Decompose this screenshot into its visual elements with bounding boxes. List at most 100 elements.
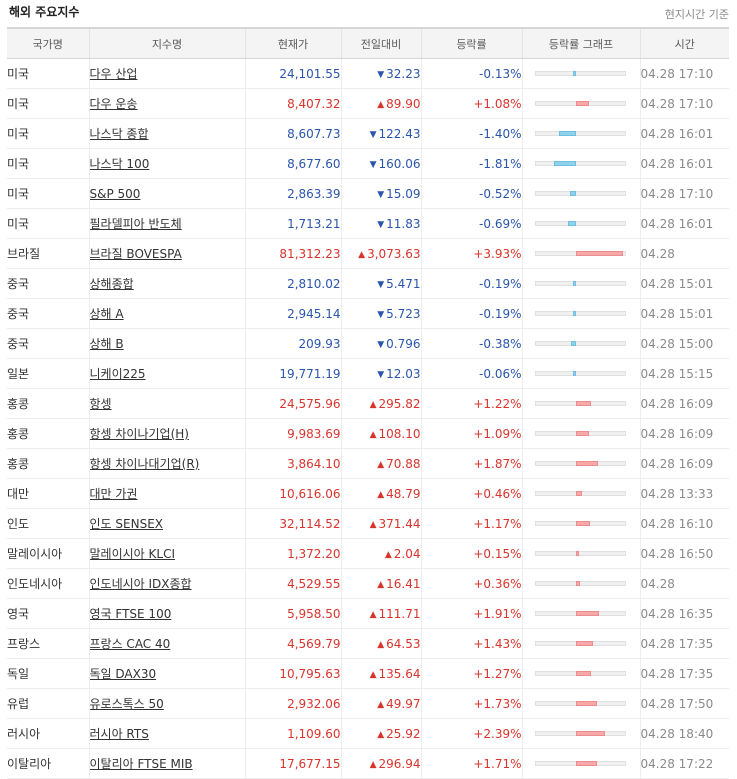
rate-graph-cell (522, 508, 641, 539)
price-cell: 1,713.21 (245, 208, 342, 239)
rate-cell: -0.13% (421, 58, 523, 89)
time-cell: 04.28 (640, 568, 729, 599)
table-row: 인도 인도 SENSEX 32,114.52 ▲ 371.44 +1.17% 04.28 1… (7, 508, 729, 539)
col-header-time: 시간 (640, 27, 729, 59)
rate-graph-cell (522, 118, 641, 149)
rate-graph-bar (575, 551, 579, 556)
index-link[interactable]: 러시아 RTS (89, 727, 149, 741)
up-arrow-icon: ▲ (369, 429, 377, 440)
price-cell: 8,607.73 (245, 118, 342, 149)
index-link[interactable]: 인도 SENSEX (89, 517, 164, 531)
index-link[interactable]: 영국 FTSE 100 (89, 607, 172, 621)
time-cell: 04.28 16:09 (640, 388, 729, 419)
rate-cell: -0.19% (421, 268, 523, 299)
index-name-cell: 브라질 BOVESPA (89, 238, 246, 269)
country-cell: 홍콩 (7, 418, 90, 449)
rate-graph-cell (522, 448, 641, 479)
rate-cell: +1.71% (421, 748, 523, 779)
change-cell: ▼ 122.43 (341, 118, 422, 149)
price-cell: 9,983.69 (245, 418, 342, 449)
price-cell: 2,932.06 (245, 688, 342, 719)
index-link[interactable]: 대만 가권 (89, 487, 138, 501)
country-cell: 영국 (7, 598, 90, 629)
time-cell: 04.28 17:10 (640, 58, 729, 89)
rate-graph-bar (575, 581, 580, 586)
index-link[interactable]: 상해종합 (89, 277, 134, 291)
change-value: 48.79 (386, 486, 421, 501)
index-link[interactable]: 말레이시아 KLCI (89, 547, 176, 561)
index-link[interactable]: 브라질 BOVESPA (89, 247, 182, 261)
country-cell: 대만 (7, 478, 90, 509)
index-link[interactable]: 상해 B (89, 337, 124, 351)
country-cell: 프랑스 (7, 628, 90, 659)
index-link[interactable]: 상해 A (89, 307, 124, 321)
index-link[interactable]: 항셍 차이나기업(H) (89, 427, 189, 441)
change-cell: ▲ 49.97 (341, 688, 422, 719)
up-arrow-icon: ▲ (384, 549, 392, 560)
change-cell: ▲ 2.04 (341, 538, 422, 569)
change-value: 108.10 (378, 426, 421, 441)
table-row: 일본 니케이225 19,771.19 ▼ 12.03 -0.06% 04.28 15:15 (7, 358, 729, 389)
index-link[interactable]: 다우 산업 (89, 67, 138, 81)
change-value: 122.43 (378, 126, 421, 141)
index-name-cell: 상해종합 (89, 268, 246, 299)
change-value: 16.41 (386, 576, 421, 591)
price-cell: 24,101.55 (245, 58, 342, 89)
price-cell: 10,795.63 (245, 658, 342, 689)
rate-cell: +1.43% (421, 628, 523, 659)
rate-graph-track (534, 341, 626, 346)
rate-cell: -1.81% (421, 148, 523, 179)
table-row: 미국 나스닥 종합 8,607.73 ▼ 122.43 -1.40% 04.28 16:01 (7, 118, 729, 149)
table-row: 홍콩 항셍 24,575.96 ▲ 295.82 +1.22% 04.28 16:09 (7, 388, 729, 419)
index-link[interactable]: 항셍 차이나대기업(R) (89, 457, 200, 471)
up-arrow-icon: ▲ (358, 249, 366, 260)
index-name-cell: 독일 DAX30 (89, 658, 246, 689)
rate-cell: -0.52% (421, 178, 523, 209)
country-cell: 홍콩 (7, 388, 90, 419)
rate-graph-cell (522, 328, 641, 359)
table-row: 독일 독일 DAX30 10,795.63 ▲ 135.64 +1.27% 04.28 17… (7, 658, 729, 689)
change-cell: ▼ 32.23 (341, 58, 422, 89)
country-cell: 일본 (7, 358, 90, 389)
change-cell: ▲ 64.53 (341, 628, 422, 659)
change-cell: ▲ 48.79 (341, 478, 422, 509)
country-cell: 중국 (7, 328, 90, 359)
index-link[interactable]: 인도네시아 IDX종합 (89, 577, 192, 591)
change-cell: ▲ 295.82 (341, 388, 422, 419)
index-name-cell: 항셍 차이나기업(H) (89, 418, 246, 449)
price-cell: 10,616.06 (245, 478, 342, 509)
index-name-cell: 항셍 (89, 388, 246, 419)
index-link[interactable]: 필라델피아 반도체 (89, 217, 182, 231)
change-value: 25.92 (386, 726, 421, 741)
index-link[interactable]: 나스닥 종합 (89, 127, 149, 141)
index-link[interactable]: 다우 운송 (89, 97, 138, 111)
index-link[interactable]: 니케이225 (89, 367, 146, 381)
change-value: 160.06 (378, 156, 421, 171)
change-cell: ▲ 16.41 (341, 568, 422, 599)
rate-graph-cell (522, 358, 641, 389)
table-row: 미국 다우 운송 8,407.32 ▲ 89.90 +1.08% 04.28 17:10 (7, 88, 729, 119)
index-link[interactable]: 프랑스 CAC 40 (89, 637, 171, 651)
rate-graph-track (534, 71, 626, 76)
index-name-cell: 유로스톡스 50 (89, 688, 246, 719)
index-link[interactable]: 이탈리아 FTSE MIB (89, 757, 193, 771)
rate-graph-bar (553, 161, 576, 166)
rate-graph-cell (522, 688, 641, 719)
country-cell: 브라질 (7, 238, 90, 269)
change-cell: ▲ 89.90 (341, 88, 422, 119)
index-name-cell: 니케이225 (89, 358, 246, 389)
index-name-cell: 나스닥 100 (89, 148, 246, 179)
index-link[interactable]: S&P 500 (89, 186, 141, 201)
change-cell: ▼ 160.06 (341, 148, 422, 179)
table-row: 홍콩 항셍 차이나기업(H) 9,983.69 ▲ 108.10 +1.09% 04.28 … (7, 418, 729, 449)
rate-cell: -0.19% (421, 298, 523, 329)
time-cell: 04.28 16:09 (640, 418, 729, 449)
rate-graph-bar (575, 671, 591, 676)
index-link[interactable]: 나스닥 100 (89, 157, 150, 171)
index-link[interactable]: 유로스톡스 50 (89, 697, 164, 711)
country-cell: 독일 (7, 658, 90, 689)
index-link[interactable]: 항셍 (89, 397, 112, 411)
table-body: 미국 다우 산업 24,101.55 ▼ 32.23 -0.13% 04.28 17:10 미… (7, 58, 729, 779)
index-link[interactable]: 독일 DAX30 (89, 667, 157, 681)
change-cell: ▼ 12.03 (341, 358, 422, 389)
